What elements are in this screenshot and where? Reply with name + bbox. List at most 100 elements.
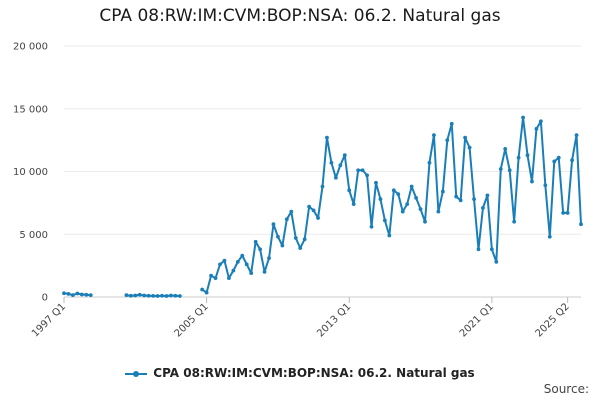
data-point: [142, 293, 147, 298]
data-point: [289, 209, 294, 214]
data-point: [227, 276, 231, 281]
data-point: [543, 183, 548, 188]
data-point: [249, 271, 254, 276]
y-tick-label: 10 000: [13, 167, 48, 178]
data-point: [494, 259, 499, 264]
series-line-group: [63, 116, 582, 297]
data-point: [177, 294, 182, 298]
data-point: [561, 211, 566, 215]
data-point: [333, 175, 338, 180]
data-point: [200, 287, 205, 292]
data-point: [293, 236, 298, 240]
data-point: [534, 126, 539, 131]
data-point: [84, 292, 89, 297]
data-point: [445, 138, 450, 143]
data-point: [218, 262, 222, 267]
data-point: [151, 293, 156, 298]
data-point: [512, 219, 517, 224]
y-tick-label: 15 000: [13, 104, 48, 115]
chart-title: CPA 08:RW:IM:CVM:BOP:NSA: 06.2. Natural …: [99, 6, 501, 26]
data-point: [489, 247, 494, 252]
data-point: [66, 291, 71, 296]
data-point: [276, 234, 280, 239]
data-point: [338, 163, 343, 168]
data-point: [62, 291, 66, 296]
data-point: [325, 135, 329, 140]
data-point: [476, 247, 481, 252]
data-point: [565, 211, 570, 215]
data-point: [124, 293, 129, 298]
data-point: [427, 160, 432, 165]
data-point: [458, 198, 463, 203]
data-point: [405, 202, 410, 207]
data-point: [423, 219, 427, 224]
data-point: [240, 253, 245, 258]
data-point: [222, 258, 227, 263]
data-point: [137, 292, 142, 297]
data-point: [472, 197, 476, 202]
data-point: [547, 234, 552, 239]
data-point: [329, 160, 334, 165]
data-point: [307, 204, 312, 209]
data-point: [449, 121, 454, 126]
data-point: [356, 168, 361, 173]
grid-lines: [64, 45, 581, 298]
x-tick-label: 2013 Q1: [315, 301, 353, 339]
data-point: [360, 168, 365, 173]
data-point: [262, 270, 267, 274]
data-point: [302, 237, 307, 242]
data-point: [530, 179, 534, 184]
data-point: [374, 180, 378, 185]
data-point: [71, 293, 75, 298]
data-point: [387, 233, 392, 238]
data-point: [378, 197, 383, 202]
data-point: [538, 119, 543, 124]
data-point: [213, 276, 218, 281]
data-point: [369, 224, 374, 229]
data-point: [298, 246, 303, 250]
data-point: [253, 239, 258, 244]
data-point: [409, 184, 414, 189]
data-point: [320, 184, 325, 189]
data-point: [75, 291, 80, 296]
x-tick-label: 2021 Q1: [458, 301, 496, 339]
data-point: [311, 208, 316, 213]
data-point: [467, 145, 472, 150]
data-point: [365, 173, 369, 178]
data-point: [133, 293, 138, 298]
data-point: [498, 167, 503, 171]
data-point: [351, 202, 356, 207]
data-point: [516, 155, 521, 160]
data-point: [280, 243, 285, 248]
x-tick-label: 1997 Q1: [30, 301, 68, 339]
legend-label: CPA 08:RW:IM:CVM:BOP:NSA: 06.2. Natural …: [153, 366, 475, 380]
chart-legend[interactable]: CPA 08:RW:IM:CVM:BOP:NSA: 06.2. Natural …: [0, 366, 600, 380]
y-tick-label: 0: [42, 293, 48, 304]
data-point: [414, 195, 418, 200]
series-points-group: [62, 115, 583, 298]
data-point: [88, 293, 93, 298]
data-point: [79, 292, 84, 297]
data-point: [231, 268, 236, 273]
data-point: [347, 188, 352, 193]
data-point: [552, 159, 557, 164]
series-line-segment: [201, 116, 582, 294]
data-point: [267, 256, 271, 260]
legend-swatch-icon: [125, 370, 148, 378]
x-tick-label: 2005 Q1: [173, 301, 211, 339]
data-point: [258, 247, 262, 252]
data-point: [146, 293, 151, 298]
data-point: [556, 155, 561, 160]
data-point: [316, 216, 320, 220]
data-point: [271, 222, 276, 227]
y-axis-ticks: 0 5 000 10 000 15 000 20 000: [13, 42, 48, 304]
data-point: [485, 193, 490, 198]
x-tick-label: 2025 Q2: [534, 301, 572, 339]
x-axis-ticks: 1997 Q1 2005 Q1 2013 Q1 2021 Q1 2025 Q2: [30, 297, 572, 339]
data-point: [160, 293, 164, 298]
data-point: [244, 262, 249, 267]
data-point: [436, 209, 441, 214]
source-label: Source:: [543, 382, 589, 396]
data-point: [204, 290, 209, 295]
